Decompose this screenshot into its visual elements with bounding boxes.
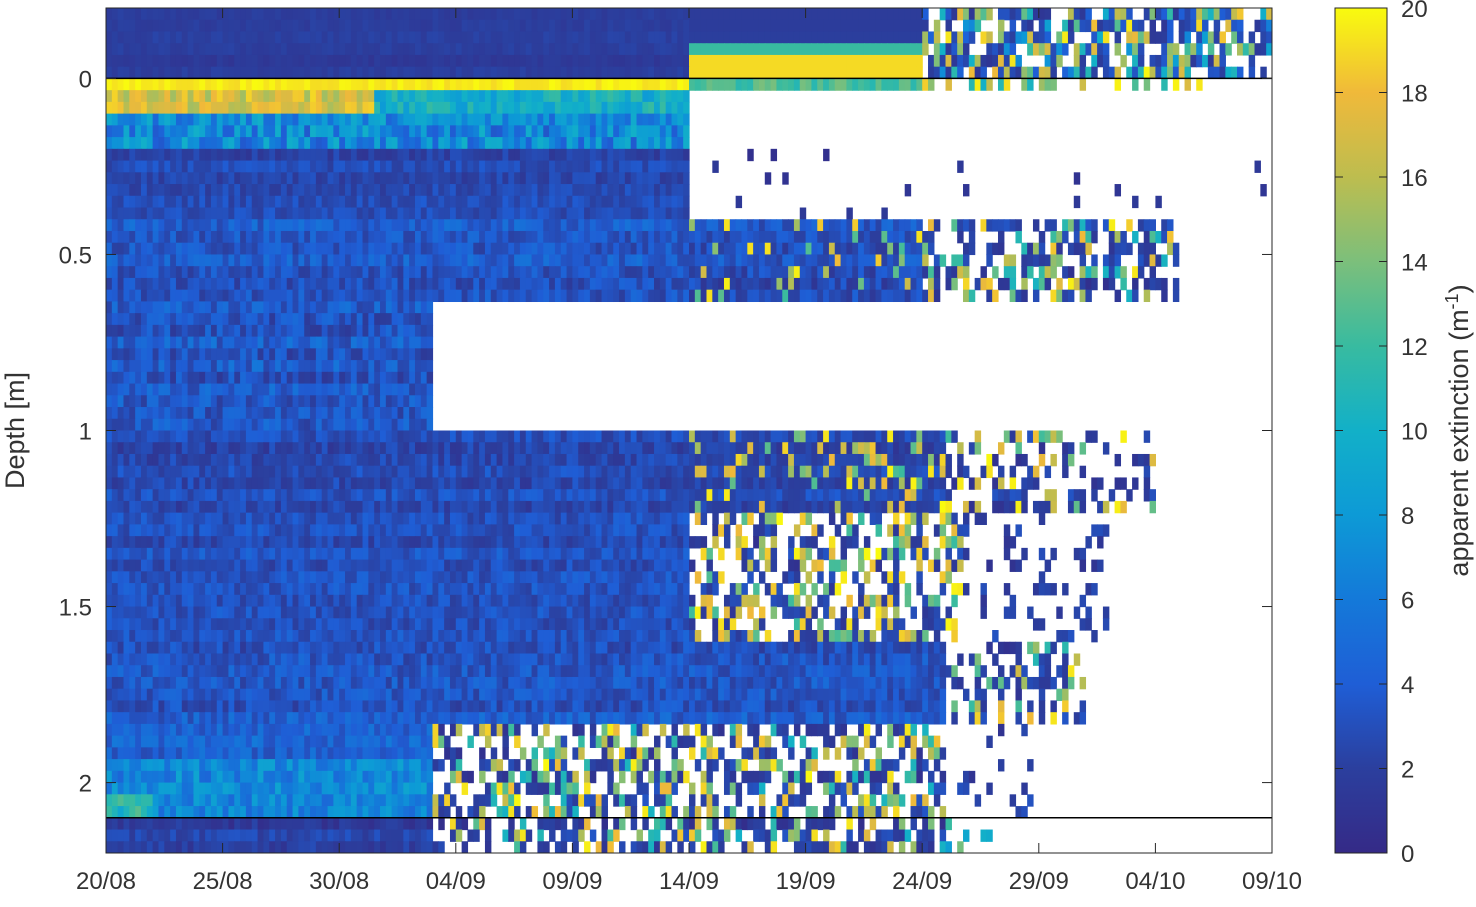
- colorbar-label-close: ): [1444, 284, 1474, 293]
- x-tick-label: 04/09: [426, 868, 486, 895]
- x-tick-label: 04/10: [1125, 868, 1185, 895]
- x-tick-label: 24/09: [892, 868, 952, 895]
- x-tick-label: 19/09: [776, 868, 836, 895]
- colorbar-tick-label: 16: [1401, 165, 1428, 192]
- colorbar-label-text: apparent extinction (m: [1444, 309, 1474, 576]
- y-tick-label: 1: [79, 419, 92, 446]
- colorbar-tick-label: 4: [1401, 672, 1414, 699]
- x-tick-label: 30/08: [309, 868, 369, 895]
- x-tick-label: 25/08: [193, 868, 253, 895]
- colorbar-tick-label: 6: [1401, 588, 1414, 615]
- colorbar-tick-label: 10: [1401, 419, 1428, 446]
- colorbar-label-superscript: -1: [1442, 293, 1462, 309]
- y-tick-label: 1.5: [59, 595, 92, 622]
- colorbar-tick-label: 12: [1401, 334, 1428, 361]
- colorbar-tick-label: 18: [1401, 81, 1428, 108]
- colorbar-tick-label: 2: [1401, 757, 1414, 784]
- y-tick-label: 2: [79, 771, 92, 798]
- colorbar-tick-label: 14: [1401, 250, 1428, 277]
- heatmap-cells: [106, 8, 1273, 854]
- y-tick-label: 0.5: [59, 242, 92, 269]
- x-tick-label: 09/09: [542, 868, 602, 895]
- colorbar-tick-label: 20: [1401, 0, 1428, 23]
- colorbar-tick-label: 0: [1401, 841, 1414, 868]
- y-tick-label: 0: [79, 66, 92, 93]
- colorbar-label: apparent extinction (m-1): [1442, 284, 1474, 576]
- colorbar-tick-label: 8: [1401, 503, 1414, 530]
- x-tick-label: 09/10: [1242, 868, 1302, 895]
- y-axis-label: Depth [m]: [0, 372, 30, 489]
- x-tick-label: 14/09: [659, 868, 719, 895]
- x-tick-label: 29/09: [1009, 868, 1069, 895]
- x-tick-label: 20/08: [76, 868, 136, 895]
